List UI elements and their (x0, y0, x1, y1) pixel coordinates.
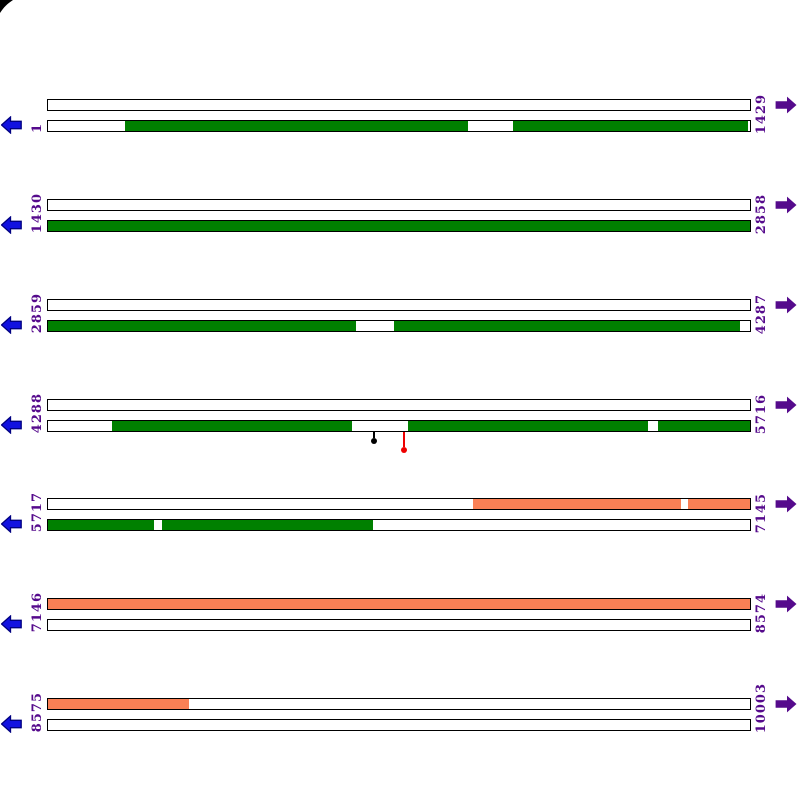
forward-strand-track (47, 199, 751, 211)
left-arrow-icon (1, 715, 22, 733)
left-arrow-icon (1, 116, 22, 134)
black-marker-stem (373, 431, 375, 438)
reverse-strand-track (47, 419, 751, 432)
green-feature-segment (407, 420, 648, 431)
row-end-label: 8574 (754, 592, 769, 633)
row-start-label: 2859 (30, 292, 45, 333)
row-end-label: 5716 (754, 393, 769, 434)
reverse-strand-track (47, 319, 751, 332)
right-arrow-icon (775, 695, 797, 713)
reverse-strand-track (47, 618, 751, 631)
reverse-strand-track (47, 718, 751, 731)
row-start-label: 1430 (30, 192, 45, 233)
row-end-label: 7145 (754, 492, 769, 533)
orange-feature-segment (687, 499, 750, 509)
row-start-label: 4288 (30, 392, 45, 433)
right-arrow-icon (775, 196, 797, 214)
green-feature-segment (48, 519, 154, 530)
left-arrow-icon (1, 515, 22, 533)
red-marker-dot-icon (401, 447, 407, 453)
green-feature-segment (512, 120, 748, 131)
right-arrow-icon (775, 96, 797, 114)
left-arrow-icon (1, 316, 22, 334)
forward-strand-track (47, 598, 751, 610)
red-marker-stem (403, 431, 405, 447)
row-end-label: 1429 (754, 93, 769, 134)
left-arrow-icon (1, 416, 22, 434)
reverse-strand-track (47, 119, 751, 132)
right-arrow-icon (775, 296, 797, 314)
green-feature-segment (161, 519, 373, 530)
row-end-label: 2858 (754, 193, 769, 234)
green-feature-segment (393, 320, 740, 331)
reverse-strand-track (47, 219, 751, 232)
reverse-strand-track (47, 518, 751, 531)
black-marker-dot-icon (371, 437, 377, 444)
forward-strand-track (47, 698, 751, 710)
green-feature-segment (48, 220, 750, 231)
right-arrow-icon (775, 495, 797, 513)
forward-strand-track (47, 399, 751, 411)
forward-strand-track (47, 299, 751, 311)
row-start-label: 8575 (30, 691, 45, 732)
forward-strand-track (47, 498, 751, 510)
forward-strand-track (47, 99, 751, 111)
row-start-label: 7146 (30, 591, 45, 632)
orange-feature-segment (48, 699, 189, 709)
orange-feature-segment (472, 499, 681, 509)
row-end-label: 4287 (754, 293, 769, 334)
left-arrow-icon (1, 216, 22, 234)
right-arrow-icon (775, 396, 797, 414)
row-start-label: 1 (30, 122, 45, 133)
green-feature-segment (124, 120, 468, 131)
row-start-label: 5717 (30, 491, 45, 532)
green-feature-segment (657, 420, 750, 431)
orange-feature-segment (48, 599, 750, 609)
corner-partial-glyph (0, 0, 13, 13)
green-feature-segment (48, 320, 356, 331)
left-arrow-icon (1, 615, 22, 633)
right-arrow-icon (775, 595, 797, 613)
green-feature-segment (111, 420, 352, 431)
row-end-label: 10003 (754, 682, 769, 733)
